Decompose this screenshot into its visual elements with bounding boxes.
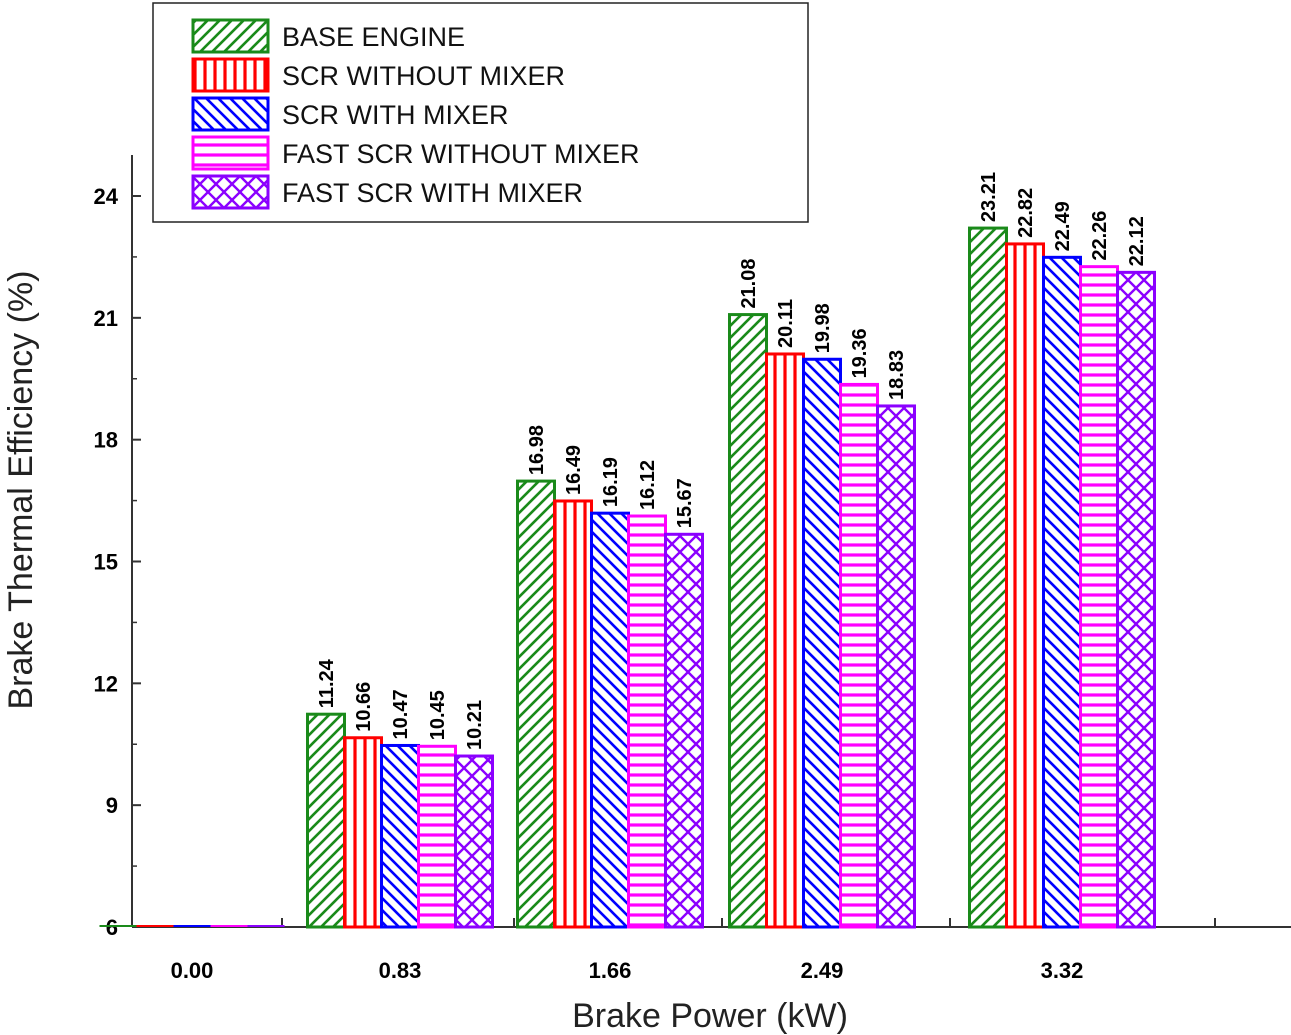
data-label: 16.19	[600, 457, 622, 507]
bar-scr-without-mixer-3.32	[1005, 242, 1045, 929]
y-tick-label: 9	[106, 793, 118, 818]
bar-base-engine-1.66	[516, 479, 556, 929]
bar-base-engine-0.83	[306, 712, 346, 929]
data-label: 16.12	[637, 460, 659, 510]
data-label: 16.49	[563, 445, 585, 495]
data-label: 11.24	[316, 658, 338, 708]
legend-label: SCR WITH MIXER	[282, 100, 509, 130]
bar-scr-without-mixer-2.49	[765, 352, 805, 929]
legend-label: FAST SCR WITHOUT MIXER	[282, 139, 640, 169]
legend-label: FAST SCR WITH MIXER	[282, 178, 583, 208]
legend-swatch	[191, 174, 270, 210]
bar-fast-scr-with-mixer-1.66	[664, 532, 704, 929]
legend-swatch	[191, 18, 270, 54]
bar-scr-with-mixer-0.83	[380, 743, 420, 929]
y-axis-title: Brake Thermal Efficiency (%)	[2, 271, 40, 710]
x-tick-label: 2.49	[801, 958, 844, 983]
bar-fast-scr-without-mixer-2.49	[839, 382, 879, 929]
data-label: 15.67	[674, 478, 696, 528]
bar-base-engine-3.32	[968, 226, 1008, 929]
data-label: 22.82	[1015, 188, 1037, 238]
data-label: 19.98	[812, 303, 834, 353]
data-label: 22.26	[1089, 211, 1111, 261]
data-label: 22.49	[1052, 201, 1074, 251]
x-tick-label: 1.66	[589, 958, 632, 983]
data-label: 10.21	[464, 700, 486, 750]
bars	[99, 226, 1156, 929]
bar-scr-with-mixer-3.32	[1042, 255, 1082, 929]
bar-scr-without-mixer-1.66	[553, 499, 593, 929]
data-label: 22.12	[1126, 216, 1148, 266]
bar-scr-with-mixer-1.66	[590, 511, 630, 929]
legend-swatch	[191, 57, 270, 93]
legend: BASE ENGINE SCR WITHOUT MIXER SCR WITH MIX…	[152, 2, 809, 223]
data-label: 19.36	[849, 328, 871, 378]
data-label: 10.45	[427, 690, 449, 740]
bar-fast-scr-with-mixer-3.32	[1116, 270, 1156, 929]
legend-label: BASE ENGINE	[282, 22, 465, 52]
data-label: 20.11	[775, 299, 797, 348]
bar-fast-scr-with-mixer-0.83	[454, 754, 494, 929]
x-tick-label: 0.00	[171, 958, 214, 983]
data-label: 10.66	[353, 682, 375, 732]
value-labels: 11.24 10.66 10.47 10.45 10.21 16.98 16.49 16.19…	[316, 172, 1148, 750]
legend-label: SCR WITHOUT MIXER	[282, 61, 565, 91]
bar-fast-scr-without-mixer-1.66	[627, 514, 667, 929]
y-tick-label: 24	[94, 184, 119, 209]
x-tick-label: 3.32	[1041, 958, 1084, 983]
y-tick-label: 18	[94, 428, 118, 453]
bar-fast-scr-without-mixer-3.32	[1079, 265, 1119, 929]
data-label: 18.83	[886, 350, 908, 400]
data-label: 16.98	[526, 425, 548, 475]
legend-swatch	[191, 96, 270, 132]
bar-scr-without-mixer-0.83	[343, 736, 383, 929]
bar-fast-scr-without-mixer-0.83	[417, 744, 457, 929]
y-tick-label: 6	[106, 915, 118, 940]
legend-swatch	[191, 135, 270, 171]
bar-base-engine-2.49	[728, 313, 768, 929]
data-label: 10.47	[390, 689, 412, 739]
data-label: 23.21	[978, 172, 1000, 222]
y-tick-label: 12	[94, 671, 118, 696]
y-tick-label: 15	[94, 550, 118, 575]
y-tick-label: 21	[94, 306, 118, 331]
x-tick-label: 0.83	[379, 958, 422, 983]
x-axis-title: Brake Power (kW)	[572, 997, 848, 1035]
bar-scr-with-mixer-2.49	[802, 357, 842, 929]
bar-fast-scr-with-mixer-2.49	[876, 404, 916, 929]
data-label: 21.08	[738, 259, 760, 309]
